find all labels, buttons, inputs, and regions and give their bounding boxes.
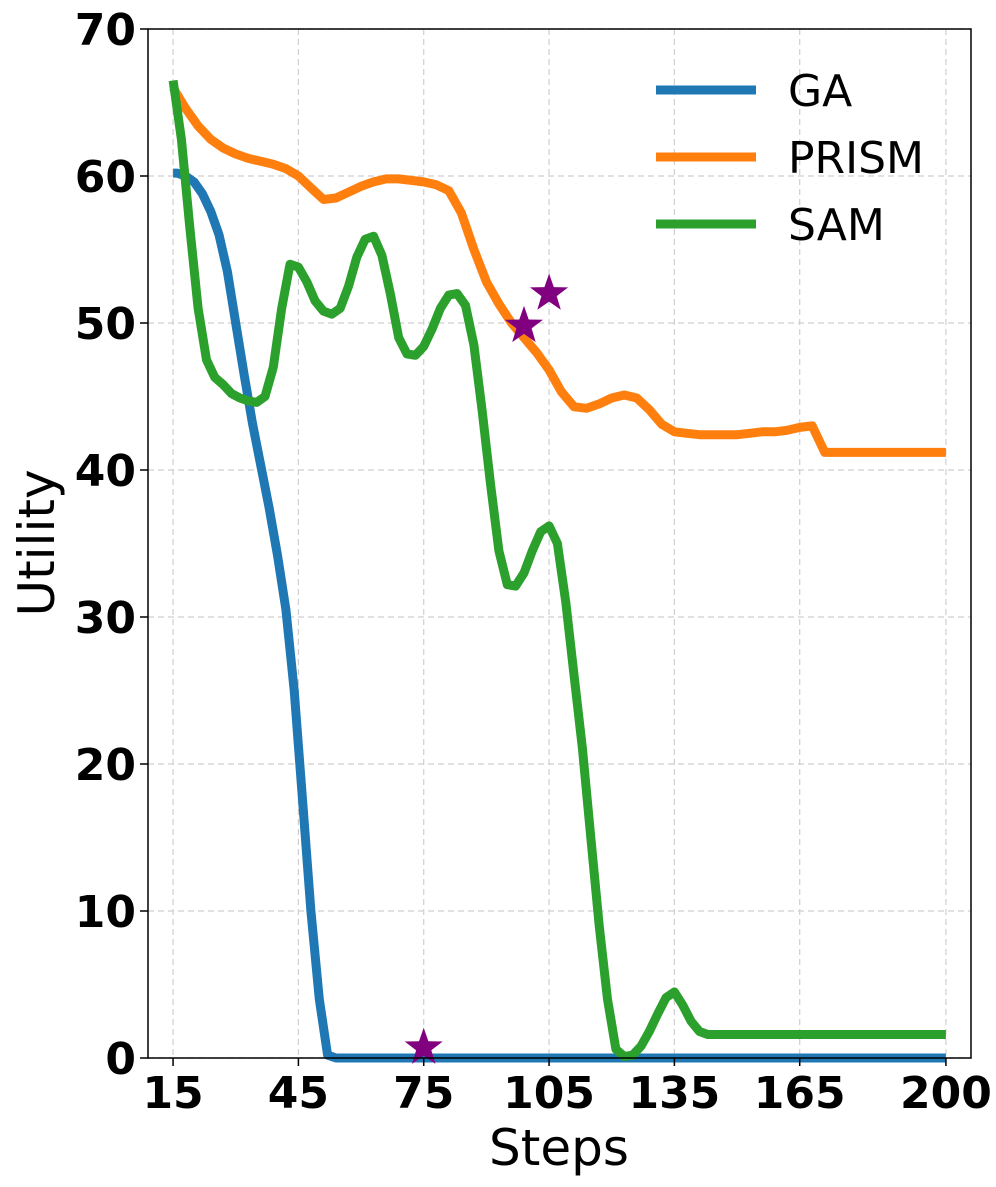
- legend: GA PRISM SAM: [656, 66, 924, 251]
- y-tick-label: 60: [75, 152, 136, 203]
- x-tick-label: 45: [268, 1068, 329, 1119]
- series-line-sam: [168, 79, 946, 1061]
- y-tick-label: 30: [75, 593, 136, 644]
- star-marker: [404, 1027, 443, 1064]
- x-tick-label: 135: [628, 1068, 720, 1119]
- star-markers: [404, 273, 569, 1064]
- y-tick-label: 20: [75, 740, 136, 791]
- y-tick-label: 40: [75, 446, 136, 497]
- y-tick-label: 0: [105, 1034, 136, 1085]
- y-axis-title: Utility: [8, 469, 66, 616]
- x-tick-label: 165: [754, 1068, 846, 1119]
- legend-label-sam: SAM: [788, 200, 885, 251]
- x-axis-title: Steps: [489, 1119, 629, 1177]
- x-tick-label: 15: [142, 1068, 203, 1119]
- star-marker: [530, 273, 569, 310]
- x-tick-label: 75: [393, 1068, 454, 1119]
- y-tick-label: 50: [75, 299, 136, 350]
- y-tick-label: 70: [75, 5, 136, 56]
- axis-ticks: 15 45 75 105 135 165 200 0 10 20 30 40 50 60 70: [75, 5, 992, 1119]
- star-marker: [505, 305, 543, 343]
- legend-label-prism: PRISM: [788, 133, 924, 184]
- x-tick-label: 105: [503, 1068, 595, 1119]
- x-tick-label: 200: [900, 1068, 992, 1119]
- plot-frame: [147, 28, 972, 1059]
- y-tick-label: 10: [75, 887, 136, 938]
- series-line-prism: [169, 85, 946, 457]
- legend-label-ga: GA: [788, 66, 852, 117]
